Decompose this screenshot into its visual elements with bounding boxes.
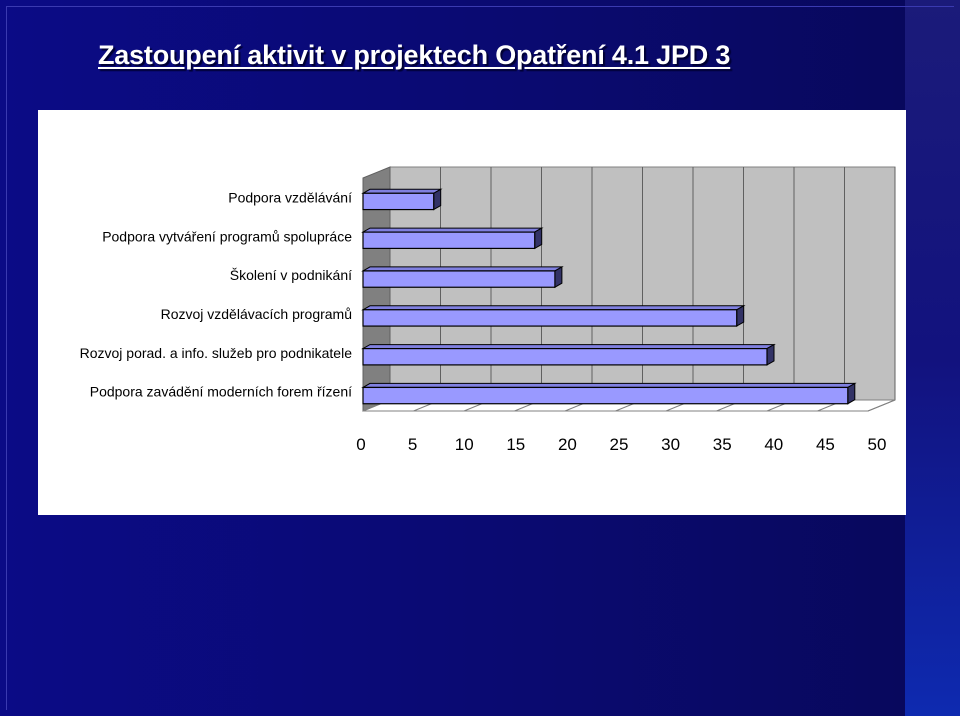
- slide-title: Zastoupení aktivit v projektech Opatření…: [98, 40, 731, 70]
- tick-label: 20: [558, 435, 577, 454]
- bar-top: [361, 344, 776, 350]
- bar-face: [362, 386, 849, 405]
- tick-label: 0: [356, 435, 365, 454]
- category-label: Podpora vytváření programů spolupráce: [102, 228, 352, 244]
- slide-background-band: [905, 0, 960, 716]
- tick-label: 35: [713, 435, 732, 454]
- bar-face: [362, 192, 435, 211]
- tick-label: 50: [868, 435, 887, 454]
- bar: [361, 188, 443, 211]
- tick-label: 40: [764, 435, 783, 454]
- tick-label: 30: [661, 435, 680, 454]
- bar-end: [433, 188, 442, 211]
- bar: [361, 343, 776, 366]
- bar-face: [362, 309, 738, 327]
- bar: [361, 227, 544, 250]
- bar-top: [361, 382, 857, 388]
- bar-end: [847, 382, 856, 405]
- bar-end: [534, 227, 543, 250]
- bar-top: [361, 305, 746, 311]
- tick-labels: 0 5 10 15 20 25 30 35 40 45 50: [356, 435, 886, 454]
- plot-walls: [362, 166, 896, 412]
- tick-label: 25: [610, 435, 629, 454]
- bar: [361, 266, 564, 289]
- bar-end: [766, 343, 775, 366]
- bar-end: [554, 266, 563, 289]
- bar-end: [736, 304, 745, 327]
- tick-label: 5: [408, 435, 417, 454]
- category-label: Podpora vzdělávání: [228, 189, 352, 205]
- bar-face: [362, 270, 556, 288]
- bar-top: [361, 266, 564, 272]
- category-label: Rozvoj vzdělávacích programů: [161, 306, 352, 322]
- bar-top: [361, 227, 544, 233]
- bar-face: [362, 231, 536, 250]
- tick-label: 10: [455, 435, 474, 454]
- bar-face: [362, 347, 768, 366]
- tick-label: 15: [506, 435, 525, 454]
- category-labels: Podpora vzdělávání Podpora vytváření prog…: [80, 189, 353, 399]
- slide-frame: [6, 6, 954, 710]
- category-label: Školení v podnikání: [230, 267, 352, 283]
- bar: [361, 304, 746, 327]
- bar: [361, 382, 857, 405]
- category-label: Rozvoj porad. a info. služeb pro podnika…: [80, 345, 353, 361]
- bar-top: [361, 188, 443, 194]
- bars: [361, 188, 857, 405]
- tick-label: 45: [816, 435, 835, 454]
- category-label: Podpora zavádění moderních forem řízení: [90, 384, 352, 400]
- floor-grid-line: [867, 399, 896, 412]
